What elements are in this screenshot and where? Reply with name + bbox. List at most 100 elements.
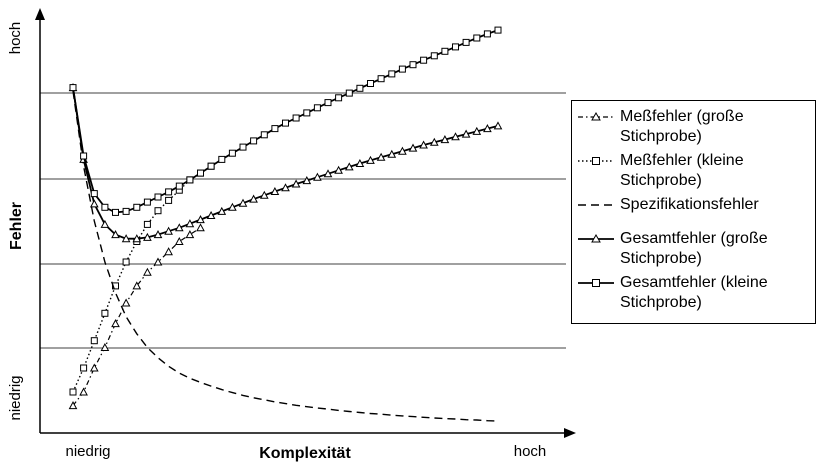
data-point xyxy=(143,232,152,241)
data-point xyxy=(334,165,343,174)
data-point xyxy=(185,230,195,239)
data-point xyxy=(238,198,248,207)
data-point xyxy=(69,84,77,92)
series-layer xyxy=(68,26,503,422)
data-point xyxy=(387,149,397,158)
y-axis-arrow xyxy=(35,8,45,20)
data-point xyxy=(132,234,142,243)
series-3 xyxy=(72,90,499,422)
series-line xyxy=(72,87,499,240)
data-point xyxy=(111,319,120,328)
data-point xyxy=(303,109,311,117)
data-point xyxy=(80,152,88,160)
data-point xyxy=(335,94,343,102)
data-point xyxy=(452,43,459,51)
data-point xyxy=(430,52,438,60)
data-point xyxy=(143,267,152,276)
data-point xyxy=(153,257,163,266)
y-tick-high: hoch xyxy=(7,22,24,55)
data-point xyxy=(461,129,471,138)
data-point xyxy=(111,230,120,239)
data-point xyxy=(154,207,162,215)
data-point xyxy=(133,203,141,211)
data-point xyxy=(164,226,173,235)
data-point xyxy=(260,131,268,139)
data-point xyxy=(143,198,151,206)
data-point xyxy=(473,34,481,42)
data-point xyxy=(441,47,449,55)
data-point xyxy=(175,182,183,190)
data-point xyxy=(80,364,88,372)
data-point xyxy=(89,363,99,372)
data-point xyxy=(282,119,289,127)
data-point xyxy=(69,388,77,396)
data-point xyxy=(206,210,216,219)
legend-label-cont: Stichprobe) xyxy=(620,172,702,189)
data-point xyxy=(483,30,491,38)
data-point xyxy=(165,188,173,196)
data-point xyxy=(89,199,99,208)
series-line xyxy=(72,165,212,393)
data-point xyxy=(197,169,204,177)
data-point xyxy=(429,137,439,146)
data-point xyxy=(493,121,503,130)
legend-item-spezifikationsfehler: Spezifikationsfehler xyxy=(572,193,817,237)
series-2 xyxy=(69,162,215,396)
legend-label: Meßfehler (große xyxy=(620,108,744,125)
data-point xyxy=(324,99,332,107)
data-point xyxy=(100,219,110,228)
data-point xyxy=(313,104,321,112)
legend-label: Meßfehler (kleine xyxy=(620,152,744,169)
data-point xyxy=(218,155,226,163)
legend-item-messfehler-gross: Meßfehler (große Stichprobe) xyxy=(572,105,817,149)
y-axis-title: Fehler xyxy=(8,202,25,250)
legend-symbol-dotted-square xyxy=(578,157,614,165)
legend-label-cont: Stichprobe) xyxy=(620,128,702,145)
data-point xyxy=(90,190,98,198)
data-point xyxy=(207,162,215,170)
legend-label: Spezifikationsfehler xyxy=(620,196,759,213)
data-point xyxy=(122,207,130,215)
x-tick-low: niedrig xyxy=(65,443,110,460)
x-axis-title: Komplexität xyxy=(259,445,351,462)
data-point xyxy=(185,219,195,228)
data-point xyxy=(196,215,205,224)
data-point xyxy=(388,70,396,78)
series-4 xyxy=(68,83,503,243)
data-point xyxy=(323,169,333,178)
x-tick-high: hoch xyxy=(514,443,547,460)
data-point xyxy=(186,176,194,184)
legend-symbol-solid-square xyxy=(578,279,614,287)
data-point xyxy=(228,202,237,211)
data-point xyxy=(101,203,109,211)
data-point xyxy=(483,124,492,133)
data-point xyxy=(68,401,78,410)
data-point xyxy=(153,230,163,239)
series-line xyxy=(72,227,201,406)
data-point xyxy=(367,80,374,87)
data-point xyxy=(419,140,428,149)
data-point xyxy=(121,234,131,243)
data-point xyxy=(377,75,385,83)
data-point xyxy=(398,146,407,155)
data-point xyxy=(451,132,460,141)
series-1 xyxy=(68,223,205,410)
x-axis-arrow xyxy=(564,428,576,438)
data-point xyxy=(196,223,205,232)
data-point xyxy=(356,84,364,92)
data-point xyxy=(376,152,386,161)
data-point xyxy=(271,125,279,133)
data-point xyxy=(270,186,280,195)
data-point xyxy=(420,56,428,64)
data-point xyxy=(174,223,184,232)
data-point xyxy=(132,281,142,290)
series-line xyxy=(72,90,499,422)
legend-label: Gesamtfehler (kleine xyxy=(620,274,768,291)
legend-item-gesamtfehler-klein: Gesamtfehler (kleine Stichprobe) xyxy=(572,271,817,315)
data-point xyxy=(494,26,502,34)
data-point xyxy=(291,179,301,188)
legend-label-cont: Stichprobe) xyxy=(620,294,702,311)
data-point xyxy=(472,126,482,135)
data-point xyxy=(259,190,269,199)
